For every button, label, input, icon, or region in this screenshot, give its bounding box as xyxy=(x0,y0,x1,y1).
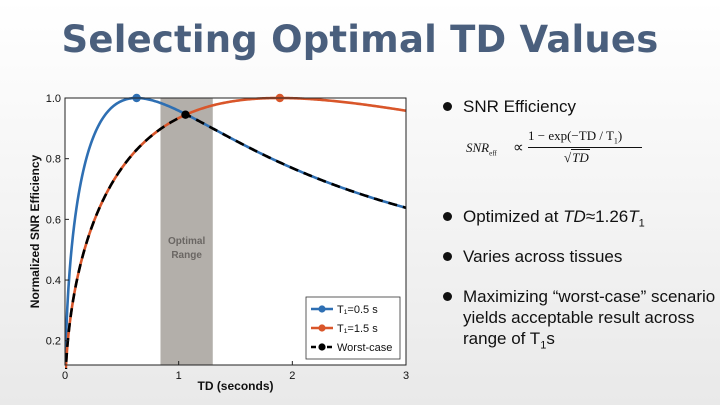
slide-title: Selecting Optimal TD Values xyxy=(61,18,659,61)
optimal-range-label: Range xyxy=(171,250,202,261)
x-tick-label: 0 xyxy=(62,370,68,382)
bullet-varies: Varies across tissues xyxy=(441,246,622,267)
x-tick-label: 1 xyxy=(176,370,182,382)
x-axis-label: TD (seconds) xyxy=(197,379,273,393)
formula-numerator: 1 − exp(−TD / T1) xyxy=(528,128,623,146)
y-tick-label: 1.0 xyxy=(46,93,61,105)
bullet-dot xyxy=(443,252,452,261)
x-tick-label: 2 xyxy=(289,370,295,382)
formula-denominator: √TD xyxy=(564,149,590,165)
legend-swatch-marker xyxy=(318,305,326,313)
bullet-text: SNR Efficiency xyxy=(463,97,577,116)
legend-entry: T₁=1.5 s xyxy=(337,323,378,335)
plot-frame xyxy=(64,97,407,366)
bullet-worst-case: Maximizing “worst-case” scenario yields … xyxy=(441,286,720,356)
series-line-t1-1-5 xyxy=(65,96,406,369)
series-line-worst-case xyxy=(65,113,406,369)
legend-entry: T₁=0.5 s xyxy=(337,304,378,316)
peak-marker-worst-case xyxy=(181,110,190,119)
y-tick-label: 0.2 xyxy=(46,336,61,348)
optimal-range-band xyxy=(160,98,213,365)
legend-swatch-marker xyxy=(318,343,326,351)
bullet-dot xyxy=(443,102,452,111)
bullet-optimized: Optimized at TD≈1.26T1 xyxy=(441,206,645,234)
y-tick-label: 0.8 xyxy=(46,154,61,166)
legend-swatch-marker xyxy=(318,324,326,332)
bullet-dot xyxy=(443,212,452,221)
formula-lhs: SNReff xyxy=(466,140,497,158)
bullet-snr-efficiency: SNR Efficiency xyxy=(441,96,576,117)
y-axis-label: Normalized SNR Efficiency xyxy=(28,154,42,308)
y-tick-label: 0.4 xyxy=(46,275,61,287)
formula-proportional: ∝ xyxy=(513,140,524,156)
bullet-dot xyxy=(443,292,452,301)
y-tick-label: 0.6 xyxy=(46,214,61,226)
x-tick-label: 3 xyxy=(403,370,409,382)
snr-efficiency-chart: Optimal Range 0 1 2 3 0.2 0.4 0.6 0.8 1.0 TD (secon… xyxy=(28,93,409,393)
legend-entry: Worst-case xyxy=(337,342,392,354)
optimal-range-label: Optimal xyxy=(168,236,205,247)
formula-fraction-bar xyxy=(528,147,642,148)
snr-formula: SNReff ∝ 1 − exp(−TD / T1) √TD xyxy=(466,126,666,172)
